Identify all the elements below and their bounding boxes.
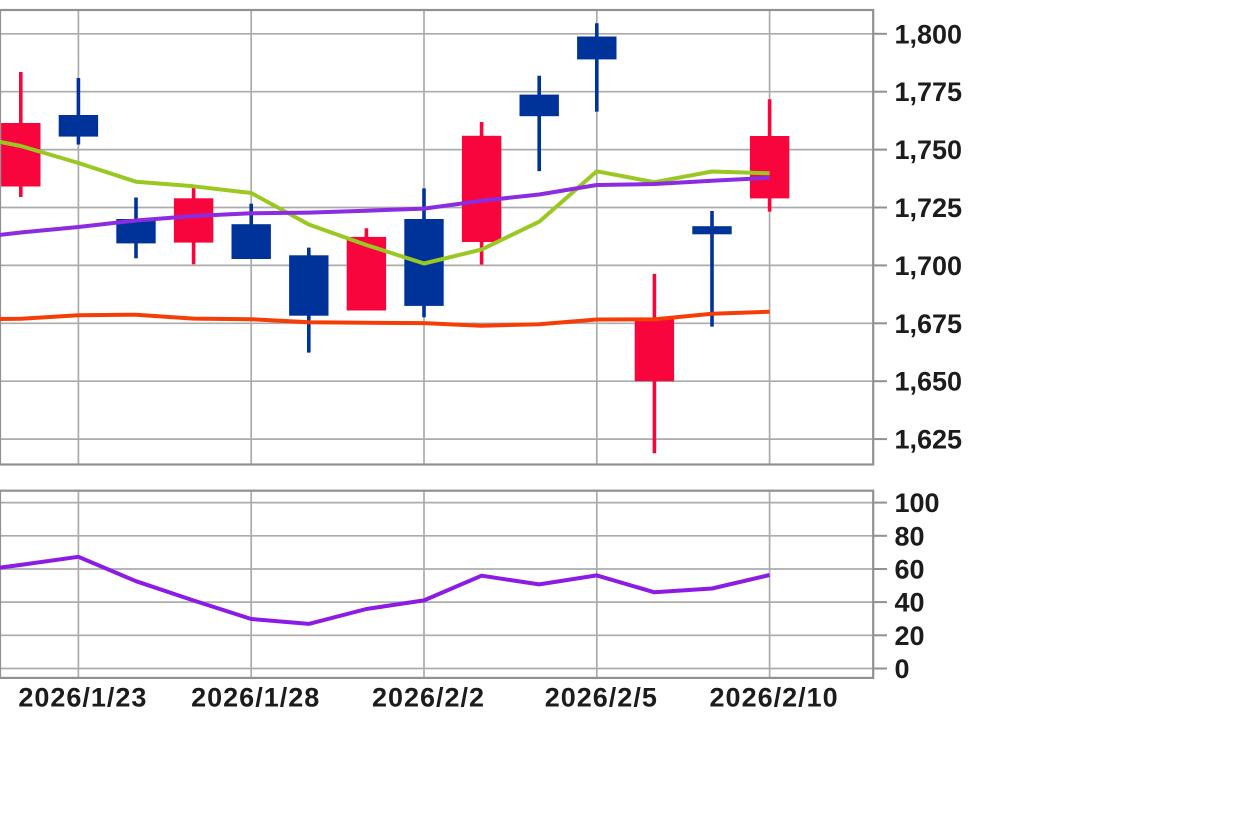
svg-text:1,675: 1,675 — [895, 309, 963, 339]
svg-text:2026/2/2: 2026/2/2 — [372, 683, 485, 713]
svg-text:2026/2/10: 2026/2/10 — [710, 683, 839, 713]
svg-text:1,700: 1,700 — [895, 251, 963, 281]
svg-text:1,775: 1,775 — [895, 77, 963, 107]
svg-text:100: 100 — [895, 488, 940, 518]
svg-text:80: 80 — [895, 521, 925, 551]
svg-text:0: 0 — [895, 654, 910, 684]
svg-text:2026/1/28: 2026/1/28 — [191, 683, 320, 713]
svg-text:1,800: 1,800 — [895, 19, 963, 49]
svg-text:2026/1/23: 2026/1/23 — [18, 683, 147, 713]
svg-text:40: 40 — [895, 588, 925, 618]
svg-text:1,750: 1,750 — [895, 135, 963, 165]
svg-text:2026/2/5: 2026/2/5 — [545, 683, 658, 713]
svg-text:1,725: 1,725 — [895, 193, 963, 223]
svg-text:1,650: 1,650 — [895, 367, 963, 397]
svg-text:1,625: 1,625 — [895, 425, 963, 455]
svg-text:60: 60 — [895, 555, 925, 585]
svg-text:20: 20 — [895, 621, 925, 651]
